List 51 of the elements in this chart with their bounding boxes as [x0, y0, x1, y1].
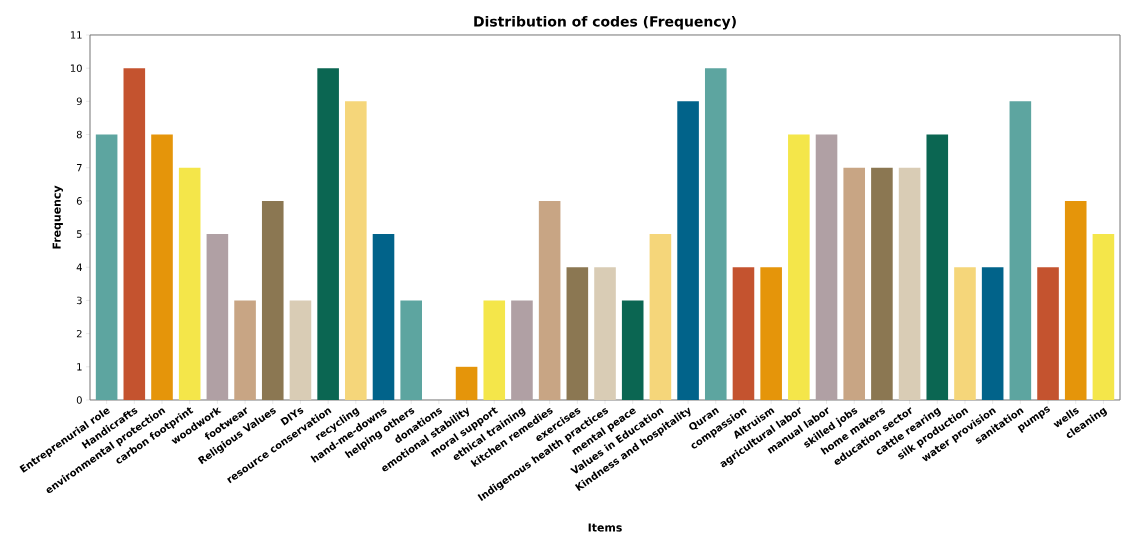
y-tick-label: 9 — [76, 97, 82, 106]
bar — [954, 267, 976, 400]
y-tick-label: 6 — [76, 197, 82, 205]
bar — [538, 200, 561, 400]
bar — [843, 167, 866, 400]
y-tick-label: 3 — [76, 296, 82, 305]
bar — [815, 134, 838, 400]
bar — [455, 366, 478, 400]
y-tick-label: 0 — [76, 396, 82, 404]
bar — [95, 134, 118, 400]
bar — [704, 68, 727, 400]
bar — [206, 234, 229, 400]
bar — [317, 68, 339, 400]
y-tick-label: 10 — [70, 64, 82, 72]
y-tick-label: 2 — [76, 329, 82, 338]
y-tick-label: 11 — [70, 31, 82, 39]
bar — [345, 101, 367, 400]
y-tick-label: 4 — [76, 263, 82, 271]
bar — [677, 101, 699, 400]
y-axis-title: Frequency — [52, 185, 63, 249]
y-tick-label: 5 — [76, 230, 82, 238]
bar — [788, 134, 810, 400]
bar — [511, 300, 533, 400]
bar — [261, 200, 284, 400]
bar — [234, 300, 256, 400]
bar — [1064, 200, 1087, 400]
bar — [1092, 234, 1115, 400]
bar — [151, 134, 173, 400]
bar — [178, 167, 201, 400]
bar — [732, 267, 755, 400]
bar — [621, 300, 644, 400]
bar — [566, 267, 589, 400]
bar — [1009, 101, 1032, 400]
bar — [594, 267, 616, 400]
x-axis-title: Items — [588, 523, 622, 532]
chart-title: Distribution of codes (Frequency) — [474, 15, 736, 30]
bar — [400, 300, 422, 400]
bar — [898, 167, 921, 400]
bar — [123, 68, 146, 400]
bar — [760, 267, 782, 400]
bar — [926, 134, 949, 400]
bar — [289, 300, 312, 400]
bar — [1037, 267, 1059, 400]
bar — [483, 300, 506, 400]
bar — [649, 234, 672, 400]
y-tick-label: 8 — [76, 130, 82, 139]
bar — [871, 167, 893, 400]
y-tick-label: 1 — [77, 363, 82, 371]
bar — [981, 267, 1004, 400]
y-tick-label: 7 — [76, 164, 82, 172]
bar — [372, 234, 395, 400]
